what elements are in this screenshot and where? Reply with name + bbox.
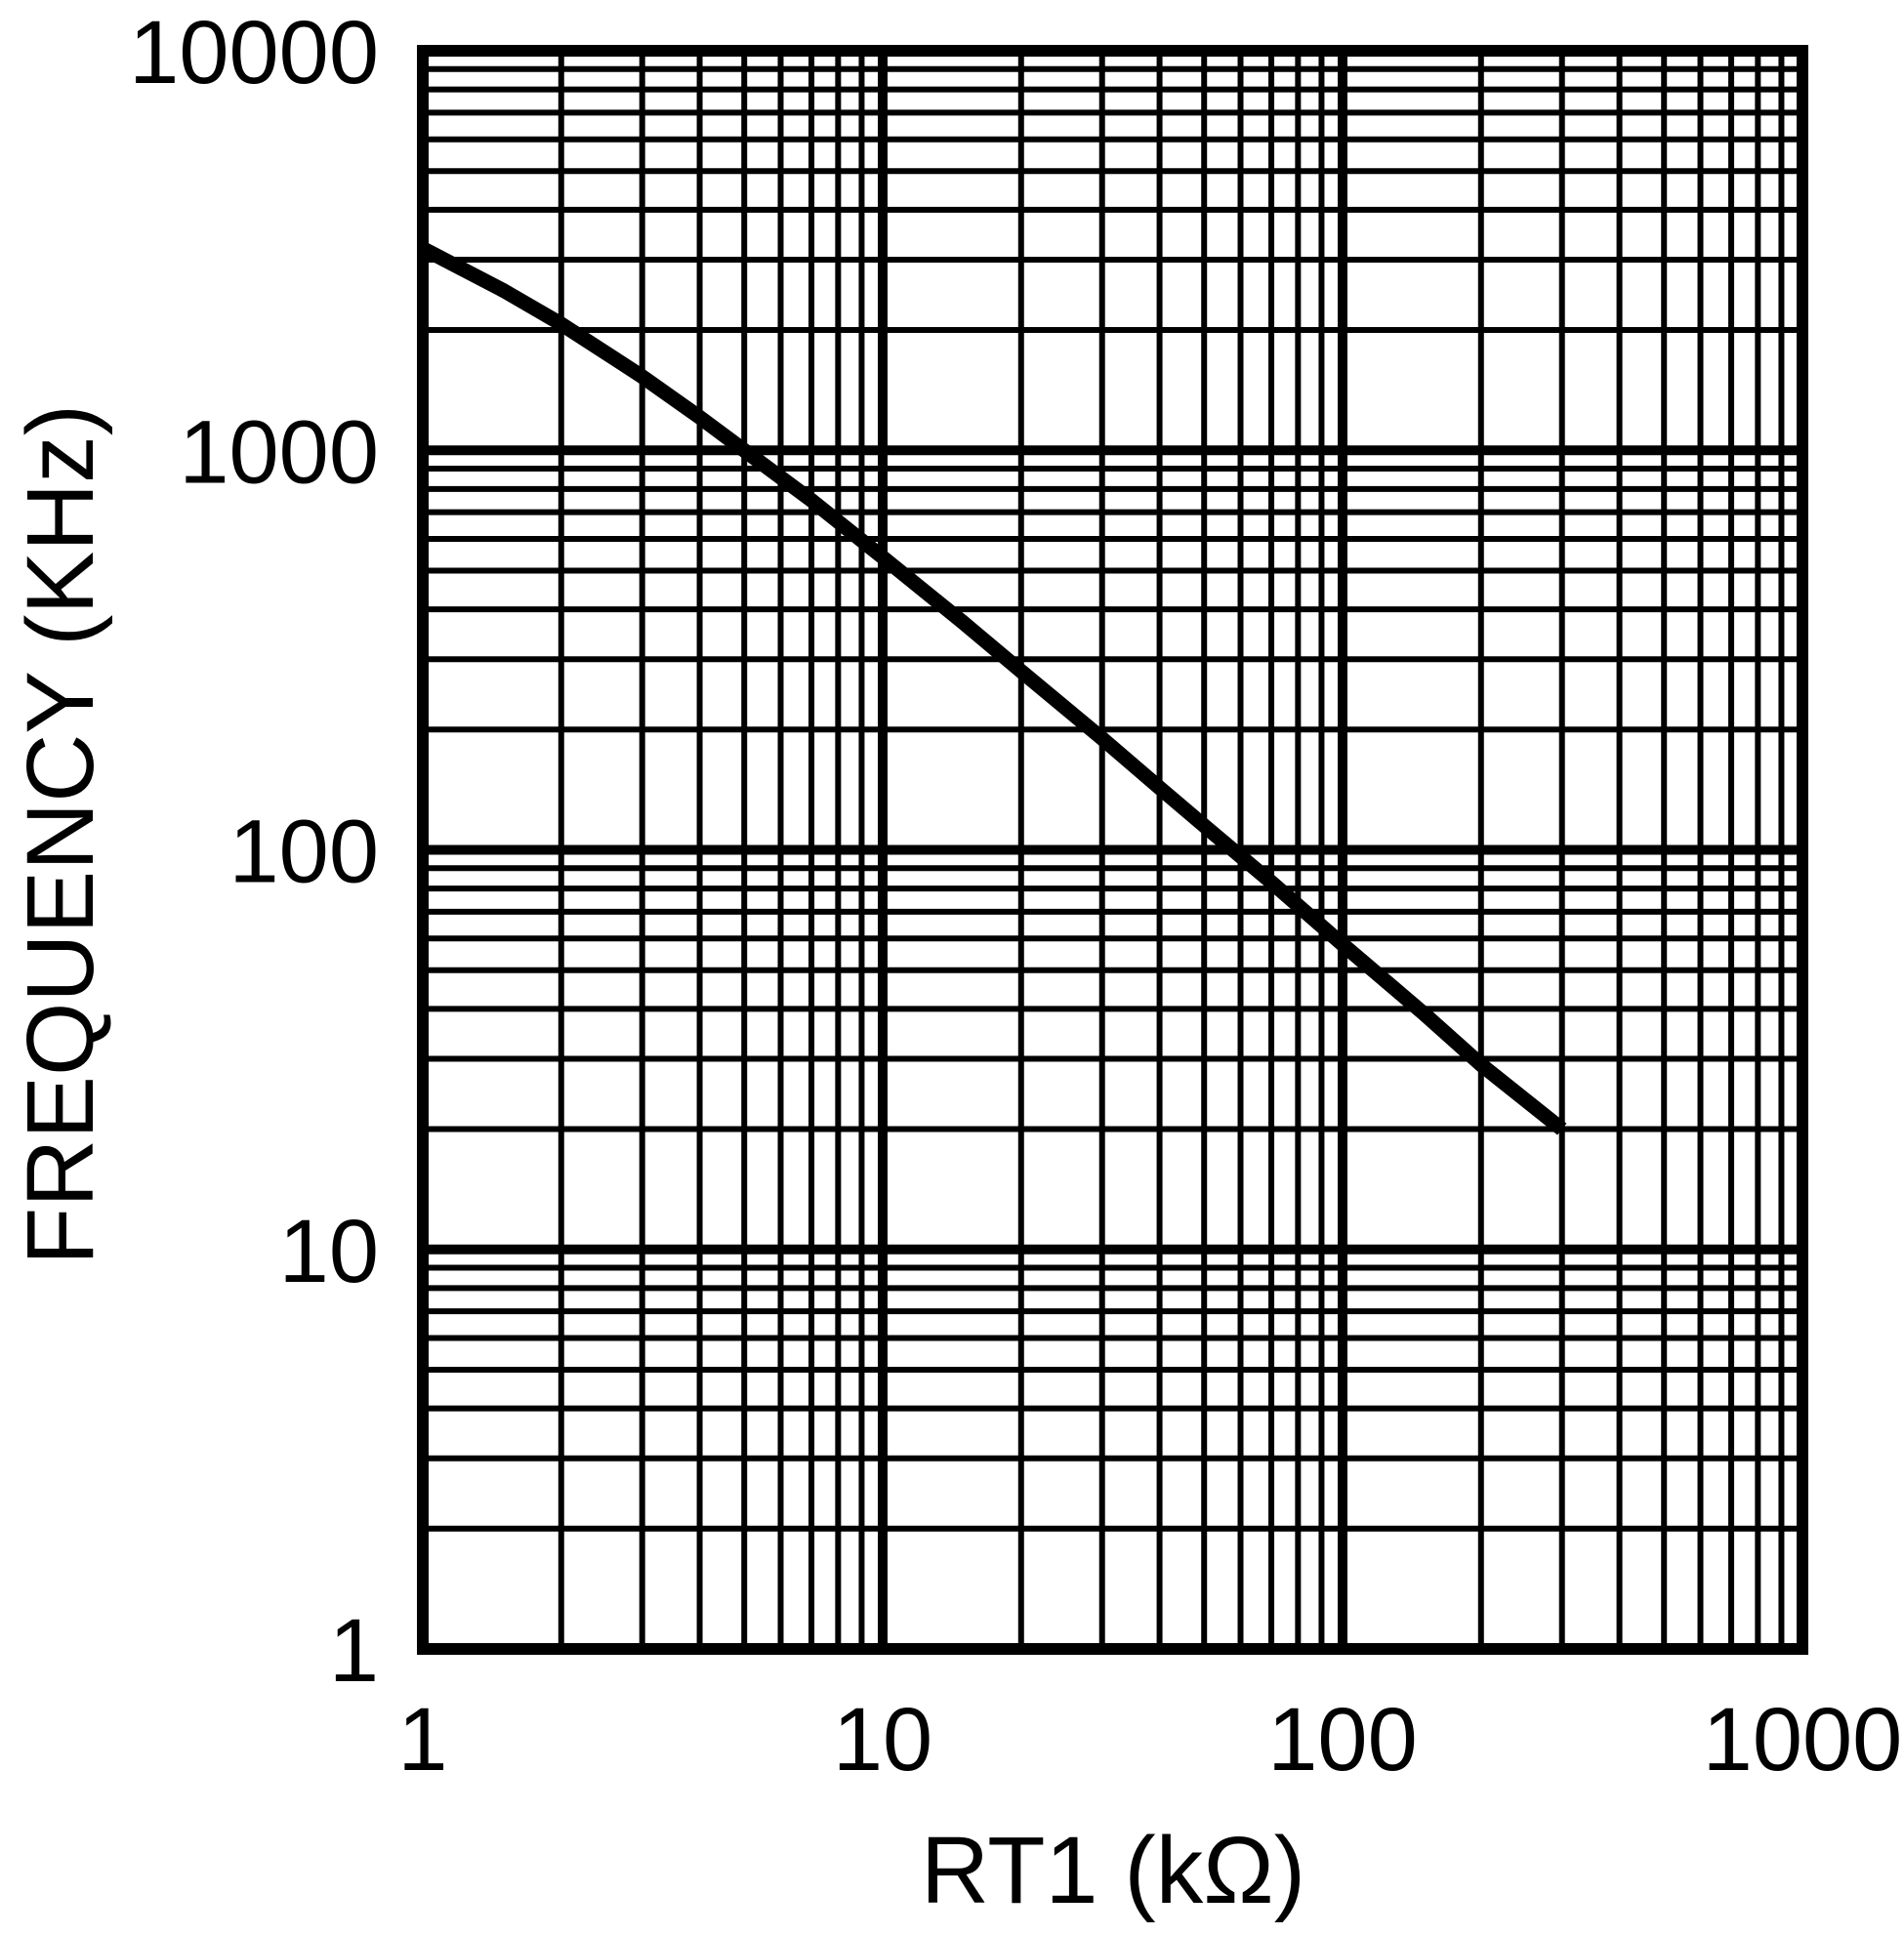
y-tick-label-1: 1: [329, 1601, 379, 1701]
frequency-curve: [419, 241, 1567, 1135]
x-tick-label-100: 100: [1267, 1690, 1418, 1790]
y-tick-label-10: 10: [279, 1202, 379, 1301]
y-axis-tick-labels: 10000 1000 100 10 1: [129, 3, 379, 1701]
y-axis-title: FREQUENCY (KHz): [7, 403, 113, 1266]
x-tick-label-1000: 1000: [1703, 1690, 1903, 1790]
y-tick-label-100: 100: [229, 803, 380, 902]
x-tick-label-10: 10: [833, 1690, 932, 1790]
y-tick-label-10000: 10000: [129, 3, 379, 103]
plot-border: [417, 45, 1808, 1655]
x-axis-tick-labels: 1 10 100 1000: [397, 1690, 1902, 1790]
y-tick-label-1000: 1000: [179, 402, 379, 502]
x-axis-title: RT1 (kΩ): [920, 1817, 1306, 1923]
x-tick-label-1: 1: [397, 1690, 447, 1790]
